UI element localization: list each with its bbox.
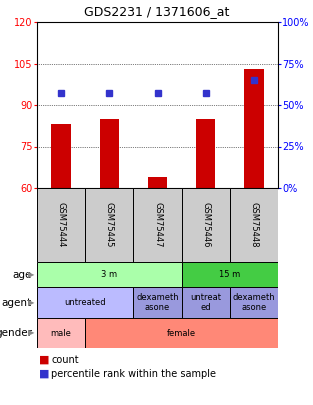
Bar xyxy=(182,287,230,318)
Text: age: age xyxy=(13,269,32,279)
Text: 3 m: 3 m xyxy=(101,270,117,279)
Text: dexameth
asone: dexameth asone xyxy=(233,293,275,312)
Bar xyxy=(85,318,278,348)
Text: GSM75446: GSM75446 xyxy=(201,202,210,248)
Text: untreated: untreated xyxy=(64,298,106,307)
Text: untreat
ed: untreat ed xyxy=(190,293,221,312)
Text: gender: gender xyxy=(0,328,32,338)
Text: ■: ■ xyxy=(39,355,49,365)
Bar xyxy=(230,287,278,318)
Bar xyxy=(196,119,215,188)
Text: female: female xyxy=(167,328,196,337)
Bar xyxy=(85,188,133,262)
Text: ■: ■ xyxy=(39,369,49,379)
Bar xyxy=(37,262,182,287)
Bar xyxy=(100,119,119,188)
Bar xyxy=(51,124,71,188)
Text: male: male xyxy=(51,328,72,337)
Text: percentile rank within the sample: percentile rank within the sample xyxy=(51,369,216,379)
Text: GDS2231 / 1371606_at: GDS2231 / 1371606_at xyxy=(84,5,229,18)
Bar xyxy=(133,188,182,262)
Text: ▶: ▶ xyxy=(28,270,34,279)
Text: dexameth
asone: dexameth asone xyxy=(136,293,179,312)
Text: GSM75445: GSM75445 xyxy=(105,202,114,248)
Text: ▶: ▶ xyxy=(28,328,34,337)
Bar xyxy=(148,177,167,188)
Text: 15 m: 15 m xyxy=(219,270,240,279)
Text: count: count xyxy=(51,355,79,365)
Bar xyxy=(182,262,278,287)
Text: GSM75444: GSM75444 xyxy=(57,202,66,248)
Bar xyxy=(133,287,182,318)
Text: GSM75447: GSM75447 xyxy=(153,202,162,248)
Text: GSM75448: GSM75448 xyxy=(249,202,259,248)
Bar xyxy=(244,69,264,188)
Bar xyxy=(37,318,85,348)
Bar xyxy=(182,188,230,262)
Text: agent: agent xyxy=(2,298,32,307)
Bar xyxy=(37,188,85,262)
Bar xyxy=(230,188,278,262)
Bar xyxy=(37,287,133,318)
Text: ▶: ▶ xyxy=(28,298,34,307)
